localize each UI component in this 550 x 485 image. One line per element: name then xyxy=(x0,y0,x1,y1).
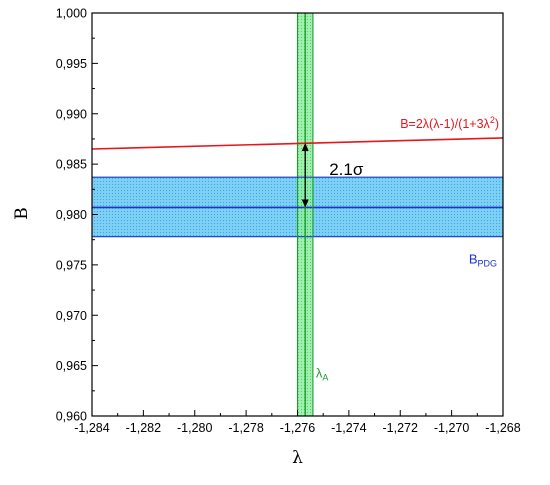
tension-arrow-head-top xyxy=(301,142,309,151)
x-tick-label: -1,280 xyxy=(177,421,212,435)
y-tick-label: 0,985 xyxy=(56,158,87,172)
series-line-0 xyxy=(91,137,504,150)
x-axis-title: λ xyxy=(292,448,303,468)
y-tick-label: 0,965 xyxy=(56,359,87,373)
y-tick-label: 1,000 xyxy=(56,7,87,21)
y-tick-label: 0,975 xyxy=(56,258,87,272)
tension-label: 2.1σ xyxy=(329,160,364,179)
x-tick-label: -1,282 xyxy=(126,421,161,435)
series-label-curve: B=2λ(λ-1)/(1+3λ2) xyxy=(400,115,499,131)
band-label-lambda-a: λA xyxy=(316,366,329,383)
x-tick-label: -1,274 xyxy=(331,421,366,435)
y-axis-title: B xyxy=(12,207,32,220)
band-label-pdg-sub: PDG xyxy=(477,259,497,269)
ticks-layer: -1,284 -1,282 -1,280 -1,278 -1,276 -1,274 -1,2… xyxy=(56,7,521,436)
x-tick-label: -1,284 xyxy=(74,421,109,435)
x-tick-label: -1,270 xyxy=(434,421,469,435)
x-tick-label: -1,278 xyxy=(228,421,263,435)
band-label-pdg: BPDG xyxy=(469,252,497,269)
tension-arrow-head-bottom xyxy=(301,199,309,208)
band-label-lambda-a-main: λ xyxy=(316,366,323,381)
x-tick-label: -1,276 xyxy=(280,421,315,435)
band-label-lambda-a-sub: A xyxy=(322,373,328,383)
y-tick-label: 0,990 xyxy=(56,107,87,121)
y-tick-label: 0,970 xyxy=(56,309,87,323)
y-tick-label: 0,960 xyxy=(56,410,87,424)
x-tick-label: -1,268 xyxy=(485,421,520,435)
band-label-pdg-main: B xyxy=(469,252,478,267)
y-tick-label: 0,980 xyxy=(56,208,87,222)
y-tick-label: 0,995 xyxy=(56,57,87,71)
lines-layer xyxy=(91,13,504,416)
x-tick-label: -1,272 xyxy=(383,421,418,435)
